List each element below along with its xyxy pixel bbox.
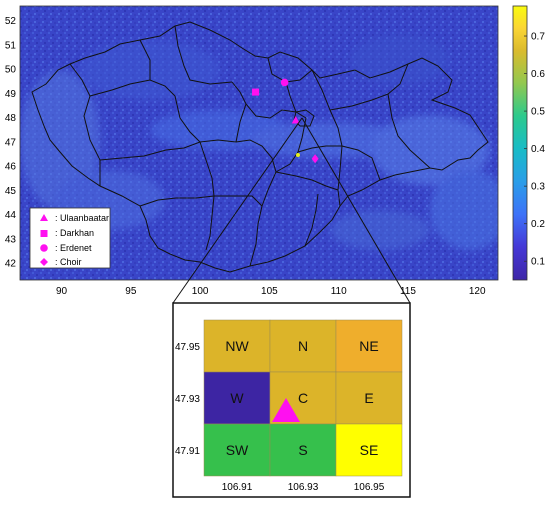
lat-tick-label: 51: [5, 40, 17, 51]
grid-cell-label: SW: [226, 442, 249, 458]
colorbar-tick-label: 0.7: [531, 32, 545, 43]
lat-tick-label: 52: [5, 16, 17, 27]
map-legend: : Ulaanbaatar : Darkhan : Erdenet : Choi…: [29, 207, 111, 269]
grid-cell-se: [335, 423, 403, 477]
cloud-texture: [20, 35, 498, 250]
triangle-icon: [40, 214, 48, 221]
grid-cell-ne: [335, 319, 403, 373]
legend-label: : Choir: [55, 257, 82, 267]
colorbar-tick-label: 0.1: [531, 257, 545, 268]
legend-item-ulaanbaatar: : Ulaanbaatar: [40, 213, 109, 223]
inset-x-tick-label: 106.95: [354, 482, 385, 493]
lat-tick-label: 49: [5, 89, 17, 100]
grid-cell-label: N: [298, 338, 308, 354]
zoom-lines: [172, 117, 411, 304]
grid-cell-label: C: [298, 390, 308, 406]
grid-cell-sw: [203, 423, 271, 477]
square-icon: [40, 230, 48, 237]
triangle-icon: [272, 398, 300, 422]
lat-tick-label: 44: [5, 210, 17, 221]
diamond-icon: [40, 258, 48, 266]
grid-cell-n: [269, 319, 337, 373]
lon-tick-label: 110: [331, 286, 347, 297]
inset-grid: NW N NE W C E SW S SE: [203, 319, 403, 477]
grid-cell-s: [269, 423, 337, 477]
colorbar-tick-label: 0.5: [531, 107, 545, 118]
lat-tick-label: 48: [5, 113, 17, 124]
grid-cell-label: SE: [360, 442, 379, 458]
colorbar-gradient: [512, 5, 528, 281]
inset-x-ticks: 106.91 106.93 106.95: [222, 482, 385, 493]
lat-tick-labels: 42 43 44 45 46 47 48 49 50 51 52: [5, 16, 17, 269]
lat-tick-label: 43: [5, 234, 17, 245]
legend-label: : Erdenet: [55, 243, 92, 253]
lon-tick-label: 115: [400, 286, 416, 297]
legend-item-choir: : Choir: [40, 257, 82, 267]
lon-tick-label: 120: [469, 286, 486, 297]
lat-tick-label: 47: [5, 137, 17, 148]
colorbar-tick-labels: 0.1 0.2 0.3 0.4 0.5 0.6 0.7: [524, 32, 545, 268]
colorbar-tick-label: 0.3: [531, 182, 545, 193]
inset-y-tick-label: 47.95: [175, 342, 200, 353]
lon-tick-label: 90: [56, 286, 68, 297]
grid-cell-label: W: [230, 390, 244, 406]
lat-tick-label: 42: [5, 259, 17, 270]
colorbar-tick-label: 0.2: [531, 219, 545, 230]
inset-y-tick-label: 47.93: [175, 394, 200, 405]
grid-cell-nw: [203, 319, 271, 373]
lon-tick-label: 95: [125, 286, 137, 297]
lat-tick-label: 46: [5, 162, 17, 173]
lon-tick-label: 100: [192, 286, 209, 297]
legend-label: : Ulaanbaatar: [55, 213, 109, 223]
inset-y-ticks: 47.95 47.93 47.91: [175, 342, 200, 457]
lat-tick-label: 50: [5, 65, 17, 76]
grid-cell-label: S: [298, 442, 307, 458]
legend-item-darkhan: : Darkhan: [40, 228, 94, 238]
grid-cell-label: NE: [359, 338, 378, 354]
colorbar-tick-label: 0.4: [531, 144, 545, 155]
inset-panel: NW N NEW C ESW S SE 106.91 106.93 106.95 47.9547…: [172, 302, 411, 498]
lat-tick-label: 45: [5, 186, 17, 197]
inset-y-tick-label: 47.91: [175, 446, 200, 457]
colorbar-tick-label: 0.6: [531, 69, 545, 80]
lon-tick-labels: 90 95 100 105 110 115 120: [56, 286, 486, 297]
grid-cell-e: [335, 371, 403, 425]
map-frame: [19, 5, 499, 281]
square-icon: [252, 88, 260, 96]
triangle-icon: [291, 115, 300, 124]
legend-item-erdenet: : Erdenet: [40, 243, 92, 253]
mongolia-outline: [31, 21, 489, 273]
main-map: [20, 6, 498, 280]
colorbar: 0.1 0.2 0.3 0.4 0.5 0.6 0.7: [512, 5, 545, 281]
grid-cell-label: NW: [225, 338, 249, 354]
lon-tick-label: 105: [261, 286, 278, 297]
inset-x-tick-label: 106.93: [288, 482, 319, 493]
grid-cell-label: E: [364, 390, 373, 406]
inset-x-tick-label: 106.91: [222, 482, 253, 493]
circle-icon: [40, 244, 48, 252]
grid-cell-w: [203, 371, 271, 425]
hotspot: [296, 153, 300, 157]
city-markers: [252, 78, 319, 164]
circle-icon: [280, 78, 289, 87]
legend-label: : Darkhan: [55, 228, 94, 238]
diamond-icon: [311, 154, 319, 164]
